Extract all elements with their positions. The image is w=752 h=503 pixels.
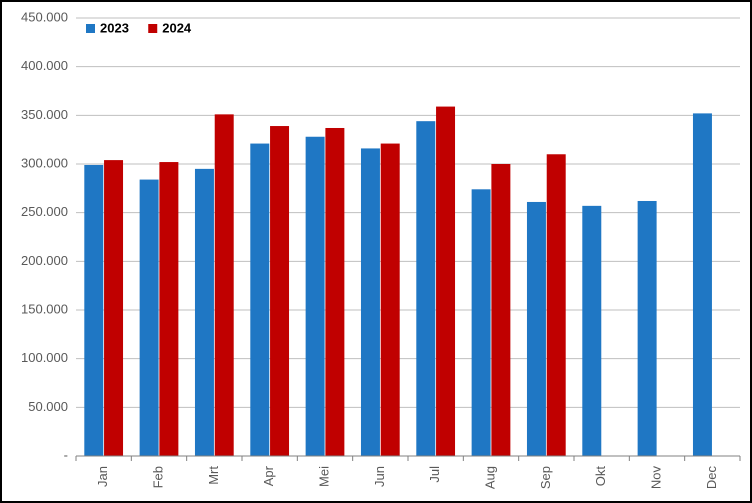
x-tick-label: Dec xyxy=(704,466,719,490)
chart-svg: - 50.000 100.000 150.000 200.000 250.000 300.0… xyxy=(0,0,752,503)
bar xyxy=(527,202,546,456)
bar xyxy=(436,107,455,456)
legend-marker xyxy=(86,24,95,33)
y-tick-label: 450.000 xyxy=(21,9,68,24)
bar xyxy=(491,164,510,456)
legend-marker xyxy=(148,24,157,33)
x-tick-label: Aug xyxy=(482,466,497,489)
y-tick-label: - xyxy=(64,447,68,462)
bar xyxy=(159,162,178,456)
bar xyxy=(547,154,566,456)
bar xyxy=(325,128,344,456)
bar xyxy=(250,144,269,456)
y-tick-label: 100.000 xyxy=(21,350,68,365)
bar xyxy=(270,126,289,456)
bar xyxy=(582,206,601,456)
x-tick-label: Mrt xyxy=(206,466,221,485)
bar xyxy=(381,144,400,456)
x-tick-label: Jan xyxy=(95,466,110,487)
y-tick-label: 300.000 xyxy=(21,155,68,170)
bar xyxy=(140,180,159,456)
bar xyxy=(472,189,491,456)
x-tick-label: Okt xyxy=(593,466,608,487)
y-tick-label: 200.000 xyxy=(21,253,68,268)
bar xyxy=(195,169,214,456)
y-tick-label: 50.000 xyxy=(28,399,68,414)
bar xyxy=(361,148,380,456)
x-tick-label: Jul xyxy=(427,466,442,483)
bar xyxy=(638,201,657,456)
x-tick-label: Apr xyxy=(261,465,276,486)
x-tick-label: Nov xyxy=(648,466,663,490)
bar xyxy=(84,165,103,456)
legend-label: 2023 xyxy=(100,20,129,35)
x-tick-label: Jun xyxy=(372,466,387,487)
x-tick-label: Sep xyxy=(538,466,553,489)
y-tick-label: 400.000 xyxy=(21,58,68,73)
x-tick-label: Feb xyxy=(150,466,165,488)
bar xyxy=(693,113,712,456)
monthly-bar-chart: - 50.000 100.000 150.000 200.000 250.000 300.0… xyxy=(0,0,752,503)
y-tick-label: 350.000 xyxy=(21,107,68,122)
bar xyxy=(104,160,123,456)
y-tick-label: 150.000 xyxy=(21,301,68,316)
bar xyxy=(416,121,435,456)
bar xyxy=(215,114,234,456)
bar xyxy=(306,137,325,456)
legend-label: 2024 xyxy=(162,20,192,35)
y-tick-label: 250.000 xyxy=(21,204,68,219)
x-tick-label: Mei xyxy=(316,466,331,487)
